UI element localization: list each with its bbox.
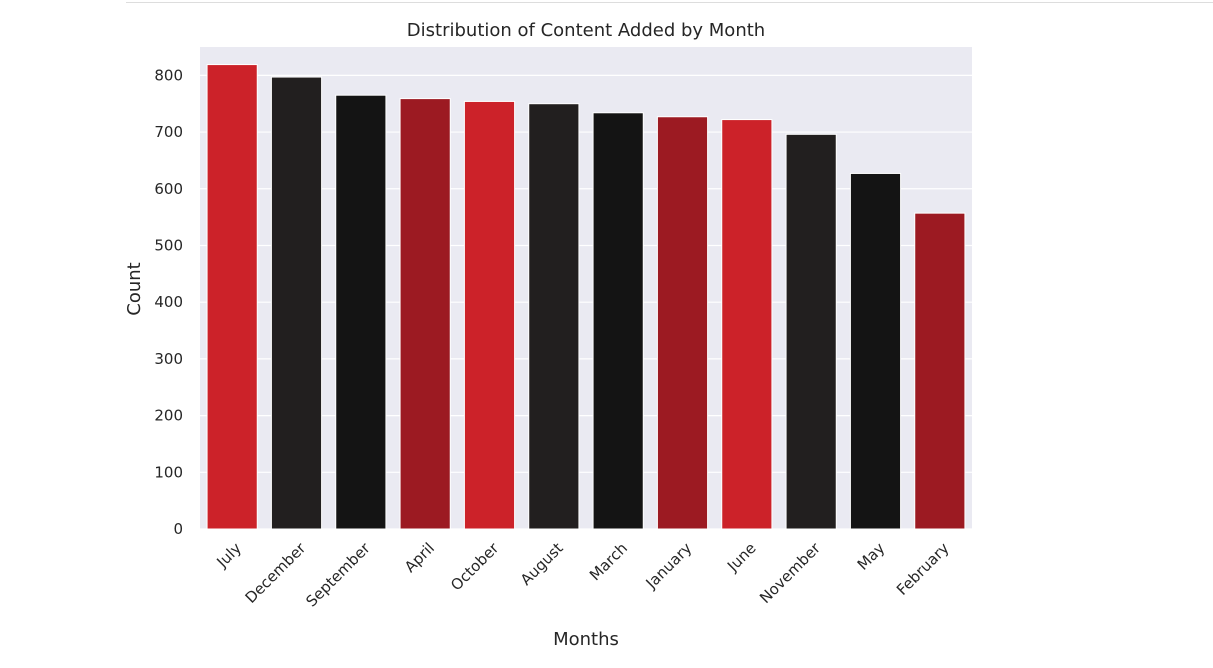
x-tick-label-december: December [242, 539, 310, 607]
x-tick-label-february: February [893, 539, 953, 599]
y-tick-label: 300 [154, 350, 183, 368]
x-tick-label-may: May [854, 539, 889, 574]
bar-february [914, 212, 966, 530]
x-tick-label-march: March [586, 539, 631, 584]
y-tick-label: 400 [154, 293, 183, 311]
y-tick-label: 800 [154, 66, 183, 84]
bar-december [270, 76, 323, 530]
bar-august [528, 103, 580, 530]
y-tick-label: 700 [154, 123, 183, 141]
y-tick-label: 0 [173, 520, 183, 538]
gridlines [200, 74, 972, 530]
bar-january [656, 116, 709, 530]
bar-july [206, 64, 258, 530]
cell-top-border [126, 0, 1213, 3]
x-tick-label-june: June [723, 539, 760, 576]
y-axis-ticks: 0 100 200 300 400 500 600 700 800 [154, 66, 183, 538]
x-axis-label: Months [553, 629, 619, 650]
x-tick-label-september: September [302, 539, 374, 611]
y-axis-label: Count [124, 262, 145, 315]
x-tick-label-august: August [517, 539, 567, 589]
bar-march [592, 112, 644, 530]
x-tick-label-january: January [642, 539, 696, 593]
y-tick-label: 500 [154, 236, 183, 254]
x-tick-label-july: July [212, 539, 245, 572]
x-tick-label-november: November [756, 539, 824, 607]
bar-may [849, 172, 902, 530]
chart-title: Distribution of Content Added by Month [407, 20, 765, 41]
bars [206, 64, 966, 530]
plot-area [200, 47, 972, 529]
bar-november [785, 133, 837, 530]
bar-september [335, 94, 387, 530]
x-tick-label-october: October [447, 539, 503, 595]
x-tick-label-april: April [401, 539, 438, 576]
y-tick-label: 100 [154, 463, 183, 481]
bar-april [399, 98, 451, 530]
bar-june [721, 119, 773, 530]
y-tick-label: 200 [154, 407, 183, 425]
y-tick-label: 600 [154, 180, 183, 198]
bar-october [463, 100, 516, 530]
